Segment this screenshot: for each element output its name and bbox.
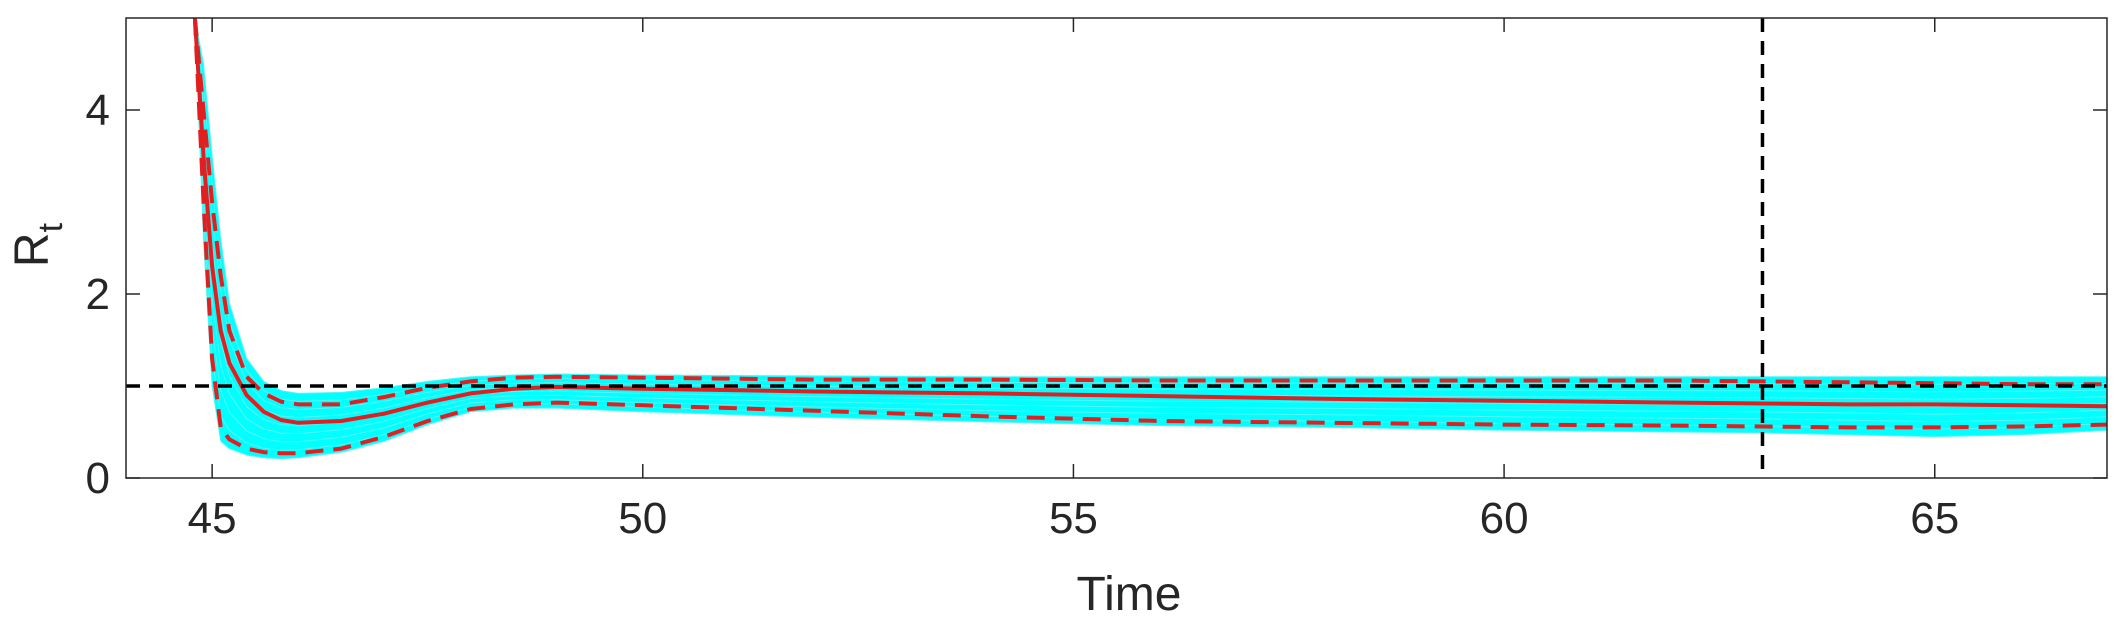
y-axis-title-main: R (6, 232, 59, 267)
x-tick-label: 45 (188, 494, 237, 543)
x-tick-label: 65 (1910, 494, 1959, 543)
upper-bound-line (192, 18, 2107, 407)
ensemble-trace (194, 18, 2107, 427)
ensemble-trace (194, 18, 2107, 460)
x-tick-label: 55 (1049, 494, 1098, 543)
ensemble-trace (194, 18, 2107, 443)
lower-bound-line (192, 18, 2107, 456)
y-tick-label: 4 (86, 86, 110, 135)
x-axis-title: Time (1077, 568, 1182, 621)
ensemble-trace (194, 18, 2107, 402)
y-tick-label: 0 (86, 454, 110, 503)
x-tick-label: 50 (618, 494, 667, 543)
y-axis-title-subscript: t (32, 222, 70, 232)
y-axis-title: Rt (6, 222, 70, 267)
axes-box (125, 17, 2108, 479)
y-axis-ticks: 0 2 4 (86, 86, 2107, 503)
ensemble-trace (194, 18, 2107, 411)
y-tick-label: 2 (86, 270, 110, 319)
ensemble-trace (194, 18, 2107, 435)
median-line (192, 18, 2107, 425)
plot-area (126, 18, 2107, 478)
x-axis-ticks: 45 50 55 60 65 (188, 18, 1959, 543)
series-layer (192, 18, 2107, 456)
ensemble-trace (194, 18, 2107, 419)
x-tick-label: 60 (1480, 494, 1529, 543)
ensemble-trace (194, 18, 2107, 394)
